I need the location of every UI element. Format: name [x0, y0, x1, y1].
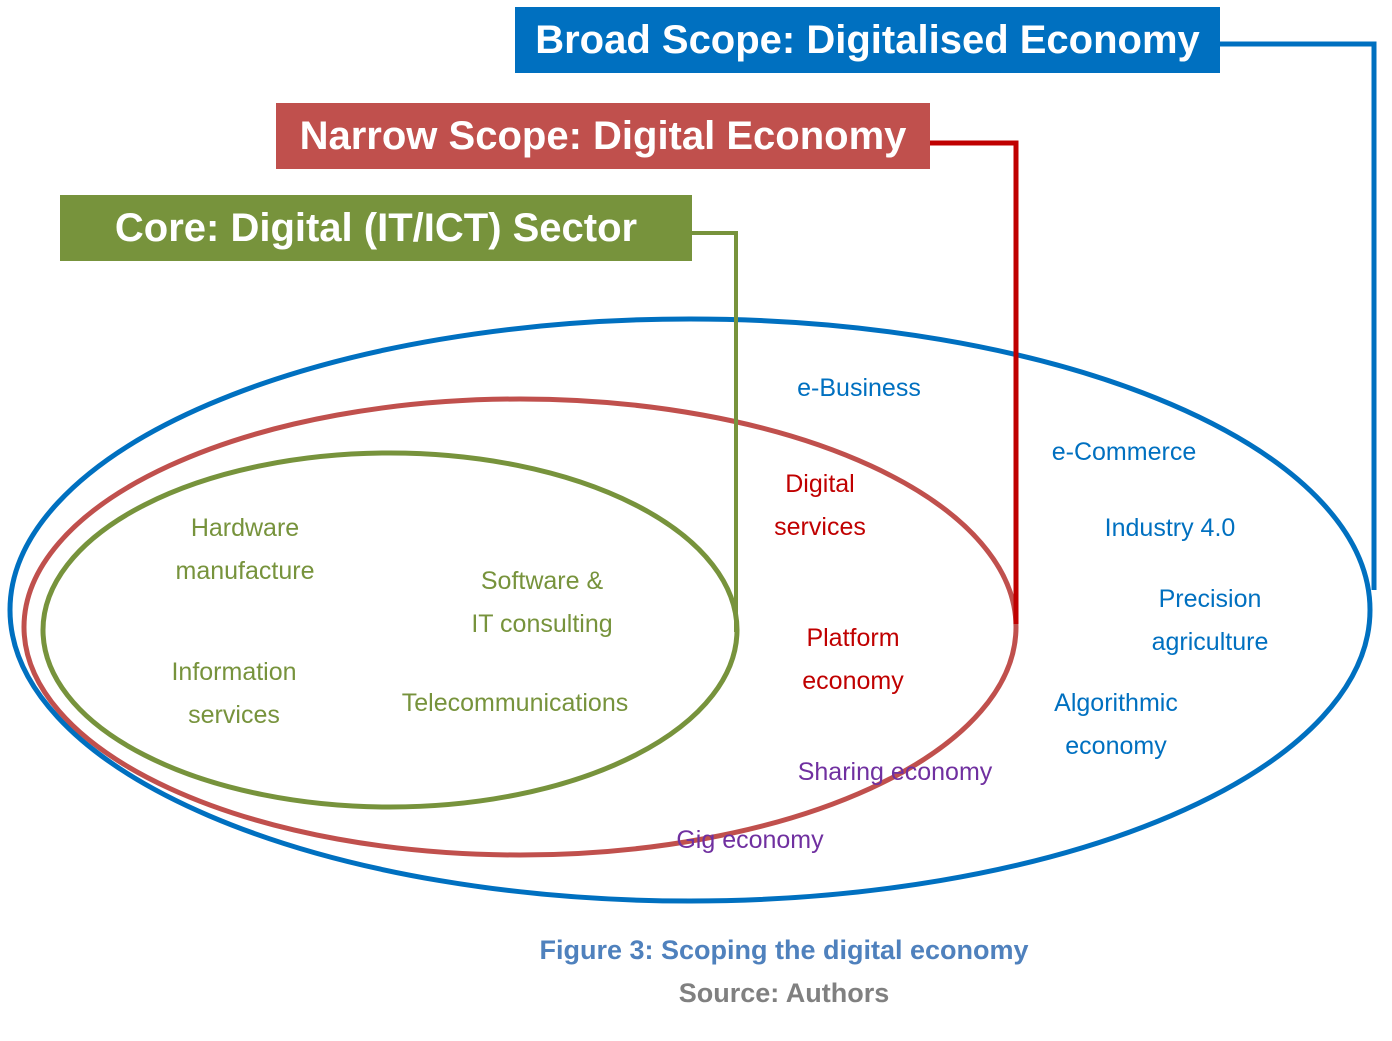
industry-4-label: Industry 4.0 [1104, 514, 1236, 542]
platform-economy-label: Platform economy [802, 624, 904, 695]
core-connector-line [692, 231, 738, 632]
gig-economy-label: Gig economy [676, 826, 824, 854]
figure-source: Source: Authors [678, 978, 890, 1008]
narrow-connector-line [930, 140, 1019, 624]
algorithmic-economy-label: Algorithmic economy [1054, 689, 1178, 760]
e-business-label: e-Business [797, 374, 921, 402]
sharing-economy-label: Sharing economy [797, 758, 993, 786]
figure-caption: Figure 3: Scoping the digital economy [539, 935, 1029, 965]
e-commerce-label: e-Commerce [1051, 438, 1197, 466]
digital-services-label: Digital services [774, 470, 866, 541]
precision-agriculture-label: Precision agriculture [1151, 585, 1269, 656]
narrow-scope-title: Narrow Scope: Digital Economy [276, 103, 930, 169]
broad-scope-ellipse [7, 316, 1373, 904]
information-services-label: Information services [171, 658, 297, 729]
core-scope-title: Core: Digital (IT/ICT) Sector [60, 195, 692, 261]
software-it-consulting-label: Software & IT consulting [471, 567, 613, 638]
hardware-manufacture-label: Hardware manufacture [175, 514, 315, 585]
telecommunications-label: Telecommunications [401, 689, 629, 717]
narrow-scope-ellipse [21, 396, 1019, 858]
broad-scope-title: Broad Scope: Digitalised Economy [515, 7, 1220, 73]
broad-connector-line [1220, 41, 1377, 590]
